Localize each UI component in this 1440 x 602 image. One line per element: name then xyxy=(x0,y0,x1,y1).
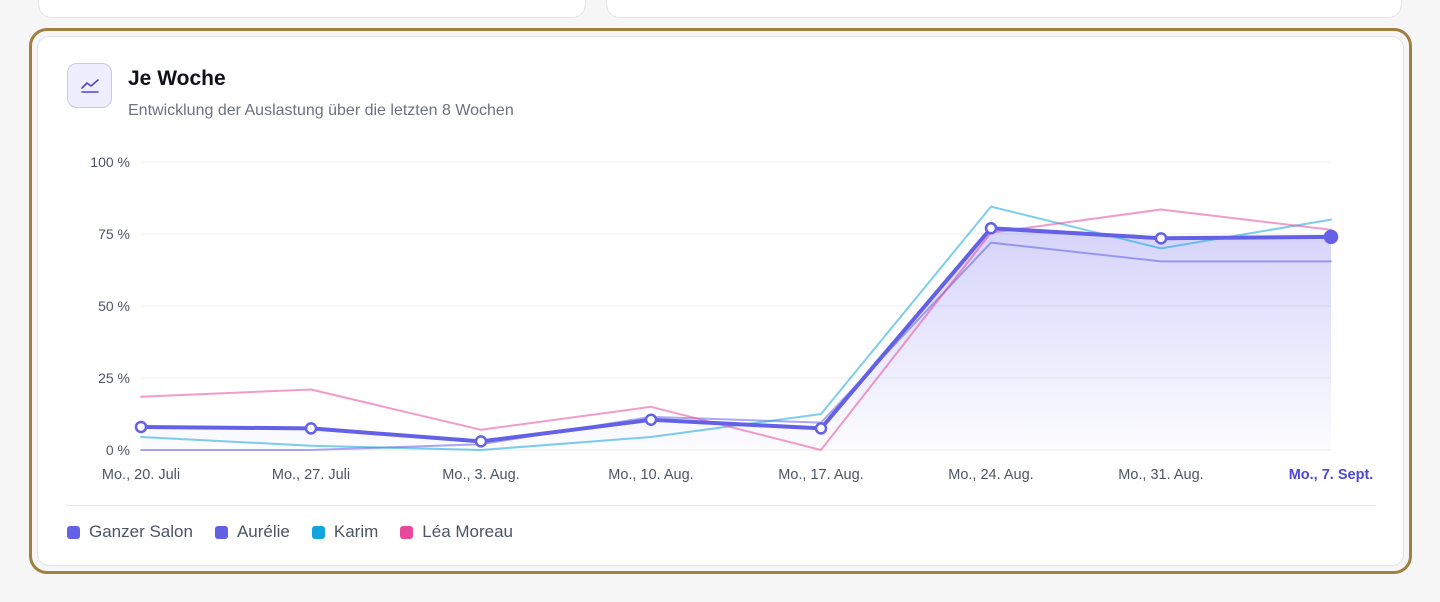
data-point[interactable] xyxy=(814,422,828,435)
line-chart-icon xyxy=(67,63,112,108)
data-point[interactable] xyxy=(644,413,658,427)
previous-card-left xyxy=(38,0,586,18)
series-line-lea-moreau[interactable] xyxy=(140,208,1332,451)
weekly-chart-card: Je Woche Entwicklung der Auslastung über… xyxy=(37,36,1404,566)
y-tick-label: 75 % xyxy=(98,226,130,242)
legend-item[interactable]: Aurélie xyxy=(214,522,290,542)
legend-swatch xyxy=(400,525,414,539)
data-point[interactable] xyxy=(984,221,998,235)
legend-item[interactable]: Karim xyxy=(311,522,379,542)
legend-swatch xyxy=(67,525,80,539)
y-tick-label: 25 % xyxy=(98,370,130,386)
card-subtitle: Entwicklung der Auslastung über die letz… xyxy=(128,102,514,119)
x-tick-label: Mo., 27. Juli xyxy=(272,467,350,483)
legend-swatch xyxy=(311,525,325,539)
legend-label: Aurélie xyxy=(236,522,290,541)
chart-legend: Ganzer Salon Aurélie Karim Léa Moreau xyxy=(67,522,513,542)
legend-item[interactable]: Léa Moreau xyxy=(400,522,513,542)
legend-divider xyxy=(66,505,1376,506)
weekly-utilization-chart: 0 % 25 % 50 % 75 % 100 % Mo., 20. Juli Mo., 27… xyxy=(90,154,1374,483)
legend-label: Léa Moreau xyxy=(422,522,514,541)
x-tick-label: Mo., 10. Aug. xyxy=(608,467,693,483)
y-tick-label: 100 % xyxy=(90,154,130,170)
data-point[interactable] xyxy=(1154,232,1168,245)
card-title: Je Woche xyxy=(128,67,226,90)
card-focus-ring xyxy=(29,28,1412,574)
y-tick-label: 0 % xyxy=(106,442,130,458)
y-tick-label: 50 % xyxy=(98,298,130,314)
x-tick-label: Mo., 20. Juli xyxy=(102,467,180,483)
data-point[interactable] xyxy=(1323,229,1339,245)
series-line-aurelie[interactable] xyxy=(140,241,1332,451)
legend-label: Ganzer Salon xyxy=(89,522,193,541)
series-line-ganzer-salon[interactable] xyxy=(139,226,1333,444)
previous-card-right xyxy=(606,0,1402,18)
legend-item[interactable]: Ganzer Salon xyxy=(67,522,193,542)
x-tick-label: Mo., 24. Aug. xyxy=(948,467,1033,483)
x-tick-label: Mo., 17. Aug. xyxy=(778,467,863,483)
x-tick-label: Mo., 7. Sept. xyxy=(1289,467,1374,483)
data-point[interactable] xyxy=(304,422,318,435)
x-tick-label: Mo., 3. Aug. xyxy=(442,467,519,483)
data-point[interactable] xyxy=(134,420,148,434)
legend-label: Karim xyxy=(333,522,379,541)
x-tick-label: Mo., 31. Aug. xyxy=(1118,467,1203,483)
legend-swatch xyxy=(214,525,228,539)
area-ganzer-salon xyxy=(141,228,1331,450)
data-point[interactable] xyxy=(474,435,488,448)
